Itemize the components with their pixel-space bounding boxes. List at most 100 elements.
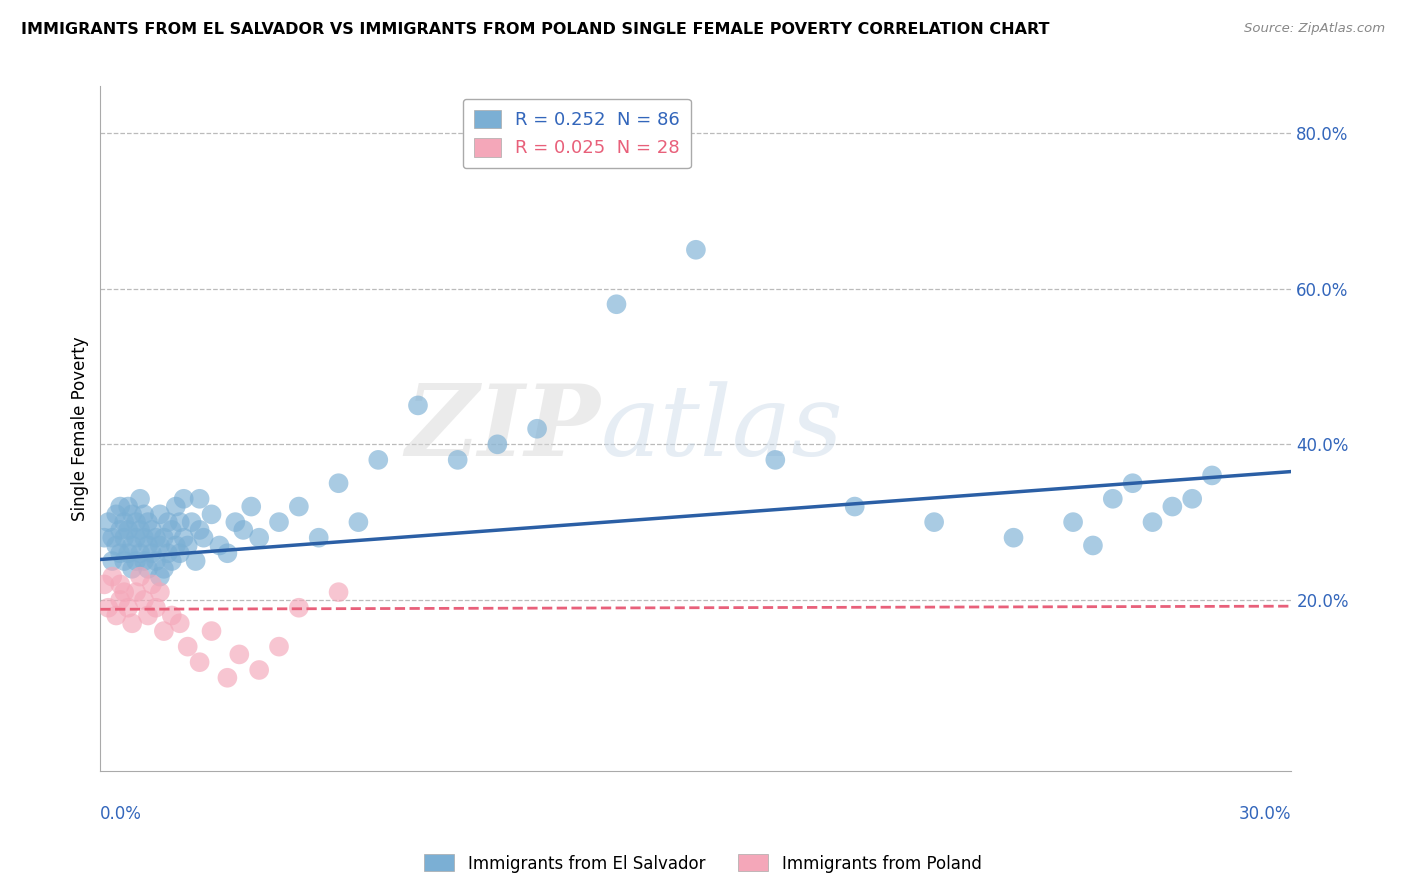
Point (165, 539, 187, 553)
Point (1142, 515, 1164, 529)
Point (129, 523, 152, 537)
Point (176, 640, 198, 654)
Point (526, 422, 548, 436)
Point (160, 523, 183, 537)
Point (121, 539, 143, 553)
Point (1081, 539, 1104, 553)
Point (406, 398, 429, 412)
Point (922, 515, 945, 529)
Point (1062, 515, 1084, 529)
Point (149, 508, 172, 522)
Point (105, 608, 128, 623)
Point (145, 531, 167, 545)
Point (173, 491, 195, 506)
Point (93, 531, 115, 545)
Point (188, 491, 211, 506)
Point (141, 546, 163, 560)
Point (184, 554, 207, 568)
Point (347, 515, 370, 529)
Point (193, 531, 215, 545)
Point (108, 523, 131, 537)
Point (101, 531, 124, 545)
Point (141, 523, 163, 537)
Point (156, 515, 179, 529)
Point (105, 508, 128, 522)
Point (108, 546, 131, 560)
Point (224, 515, 246, 529)
Text: ZIP: ZIP (405, 381, 600, 477)
Point (1201, 468, 1223, 483)
Point (156, 546, 179, 560)
Point (136, 562, 159, 576)
Point (117, 523, 139, 537)
Point (136, 539, 159, 553)
Point (93, 577, 115, 591)
Text: 30.0%: 30.0% (1239, 805, 1292, 823)
Point (180, 515, 202, 529)
Point (844, 500, 866, 514)
Y-axis label: Single Female Poverty: Single Female Poverty (72, 336, 89, 521)
Point (125, 585, 148, 599)
Point (247, 663, 270, 677)
Point (200, 624, 222, 638)
Point (200, 508, 222, 522)
Point (129, 491, 152, 506)
Point (176, 539, 198, 553)
Point (685, 243, 707, 257)
Point (132, 508, 155, 522)
Point (108, 577, 131, 591)
Point (1122, 476, 1144, 491)
Point (132, 531, 155, 545)
Point (173, 531, 195, 545)
Point (153, 562, 176, 576)
Point (136, 608, 159, 623)
Point (328, 476, 350, 491)
Point (101, 554, 124, 568)
Legend: Immigrants from El Salvador, Immigrants from Poland: Immigrants from El Salvador, Immigrants … (418, 847, 988, 880)
Point (328, 585, 350, 599)
Point (117, 600, 139, 615)
Point (188, 523, 211, 537)
Point (169, 546, 191, 560)
Point (153, 531, 176, 545)
Point (129, 569, 152, 583)
Point (125, 515, 148, 529)
Point (153, 624, 176, 638)
Point (605, 297, 627, 311)
Point (1002, 531, 1025, 545)
Point (228, 648, 250, 662)
Point (112, 554, 135, 568)
Point (288, 500, 311, 514)
Point (136, 515, 159, 529)
Point (240, 500, 263, 514)
Point (97, 600, 120, 615)
Point (112, 531, 135, 545)
Point (108, 593, 131, 607)
Point (208, 539, 231, 553)
Point (132, 593, 155, 607)
Point (121, 562, 143, 576)
Point (112, 585, 135, 599)
Point (112, 515, 135, 529)
Point (217, 546, 239, 560)
Point (308, 531, 330, 545)
Point (97, 515, 120, 529)
Point (117, 546, 139, 560)
Point (763, 453, 786, 467)
Point (486, 437, 509, 451)
Point (217, 671, 239, 685)
Point (121, 508, 143, 522)
Point (169, 515, 191, 529)
Point (1101, 491, 1123, 506)
Point (149, 539, 172, 553)
Point (267, 515, 290, 529)
Point (132, 554, 155, 568)
Text: IMMIGRANTS FROM EL SALVADOR VS IMMIGRANTS FROM POLAND SINGLE FEMALE POVERTY CORR: IMMIGRANTS FROM EL SALVADOR VS IMMIGRANT… (21, 22, 1050, 37)
Point (169, 616, 191, 631)
Point (125, 554, 148, 568)
Point (232, 523, 254, 537)
Text: Source: ZipAtlas.com: Source: ZipAtlas.com (1244, 22, 1385, 36)
Point (447, 453, 470, 467)
Point (165, 500, 187, 514)
Point (121, 616, 143, 631)
